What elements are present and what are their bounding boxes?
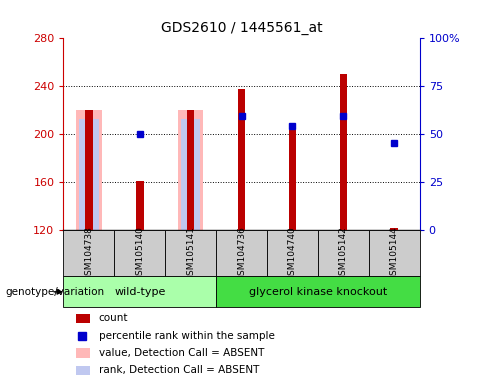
Text: count: count [99, 313, 128, 323]
Bar [136, 181, 143, 230]
Bar [216, 276, 420, 307]
Text: GSM105144: GSM105144 [390, 226, 399, 281]
Bar [114, 230, 165, 276]
Bar [181, 119, 201, 230]
Text: glycerol kinase knockout: glycerol kinase knockout [249, 287, 387, 297]
Text: genotype/variation: genotype/variation [5, 287, 104, 297]
Bar [165, 230, 216, 276]
Text: percentile rank within the sample: percentile rank within the sample [99, 331, 275, 341]
Bar [178, 110, 203, 230]
Bar [63, 276, 216, 307]
Bar [63, 230, 114, 276]
Bar [390, 228, 398, 230]
Text: GSM105140: GSM105140 [135, 226, 144, 281]
Bar [288, 129, 296, 230]
Bar [76, 366, 90, 375]
Bar [238, 89, 245, 230]
Bar [76, 314, 90, 323]
Bar [369, 230, 420, 276]
Text: wild-type: wild-type [114, 287, 165, 297]
Bar [216, 230, 267, 276]
Text: rank, Detection Call = ABSENT: rank, Detection Call = ABSENT [99, 365, 259, 375]
Bar [85, 110, 93, 230]
Bar [318, 230, 369, 276]
Title: GDS2610 / 1445561_at: GDS2610 / 1445561_at [161, 21, 323, 35]
Text: GSM104736: GSM104736 [237, 226, 246, 281]
Bar [340, 74, 347, 230]
Text: GSM104740: GSM104740 [288, 226, 297, 281]
Text: GSM105141: GSM105141 [186, 226, 195, 281]
Text: GSM104738: GSM104738 [84, 226, 93, 281]
Text: GSM105142: GSM105142 [339, 226, 348, 281]
Bar [76, 348, 90, 358]
Bar [79, 119, 99, 230]
Text: value, Detection Call = ABSENT: value, Detection Call = ABSENT [99, 348, 264, 358]
Bar [187, 110, 195, 230]
Bar [76, 110, 102, 230]
Bar [267, 230, 318, 276]
